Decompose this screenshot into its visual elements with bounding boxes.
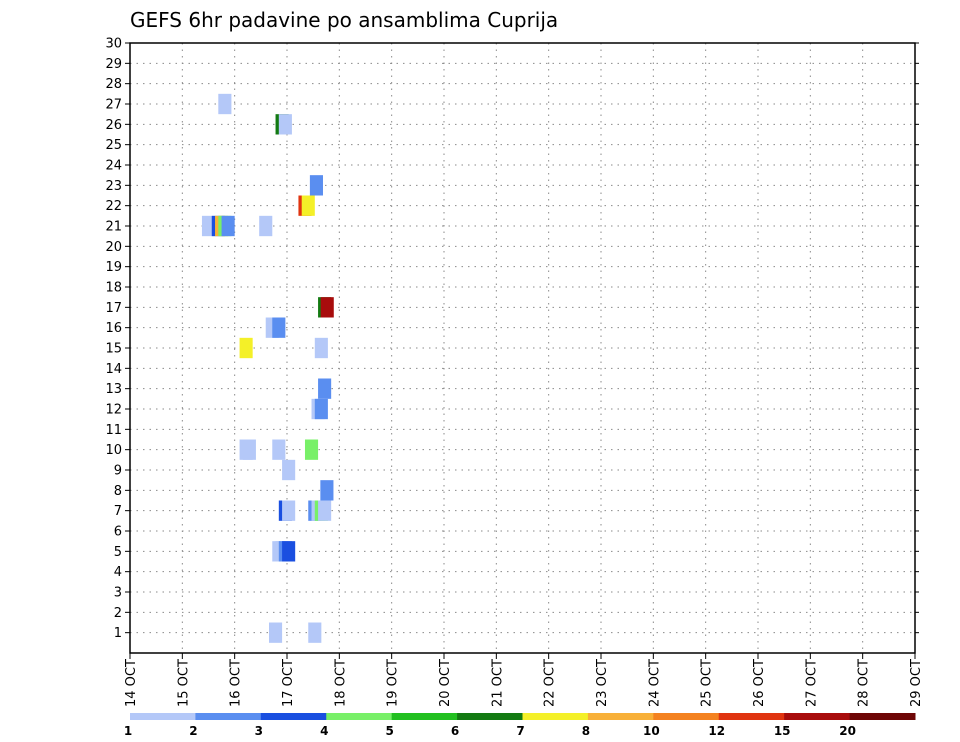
y-tick-label: 3 <box>114 586 122 601</box>
x-tick-label: 24 OCT <box>647 659 662 707</box>
y-tick-label: 22 <box>105 199 122 214</box>
precip-cell <box>272 439 286 460</box>
y-tick-label: 16 <box>105 321 122 336</box>
precip-cell <box>282 500 296 521</box>
x-tick-label: 18 OCT <box>333 659 348 707</box>
color-bar-label: 8 <box>582 724 590 738</box>
precip-cell <box>282 459 296 481</box>
chart-title: GEFS 6hr padavine po ansamblima Cuprija <box>130 8 558 32</box>
color-bar-segment <box>522 713 589 720</box>
precip-cell <box>221 215 235 237</box>
x-tick-label: 21 OCT <box>490 659 505 707</box>
y-tick-label: 28 <box>105 77 122 92</box>
x-tick-label: 14 OCT <box>124 659 139 707</box>
precip-cell <box>314 337 328 359</box>
color-bar-segment <box>849 713 916 720</box>
color-bar-label: 6 <box>451 724 459 738</box>
precip-cell <box>320 480 334 501</box>
color-bar-label: 3 <box>255 724 263 738</box>
color-bar-label: 1 <box>124 724 132 738</box>
precip-cell <box>318 378 332 399</box>
y-tick-label: 13 <box>105 382 122 397</box>
x-tick-label: 22 OCT <box>543 659 558 707</box>
y-tick-label: 6 <box>114 525 122 540</box>
precip-cell <box>304 439 319 460</box>
y-tick-label: 17 <box>105 301 122 316</box>
precip-cell <box>318 500 332 521</box>
y-tick-label: 14 <box>105 362 122 377</box>
y-tick-label: 9 <box>114 464 122 479</box>
x-tick-label: 27 OCT <box>804 659 819 707</box>
y-tick-label: 2 <box>114 606 122 621</box>
color-bar-segment <box>718 713 785 720</box>
precip-cell <box>314 398 328 420</box>
color-bar-segment <box>457 713 523 720</box>
x-tick-label: 28 OCT <box>857 659 872 707</box>
y-tick-label: 10 <box>105 443 122 458</box>
y-tick-label: 27 <box>105 98 122 113</box>
x-tick-label: 26 OCT <box>752 659 767 707</box>
color-bar-label: 2 <box>189 724 197 738</box>
y-tick-label: 1 <box>114 626 122 641</box>
precip-cell <box>278 114 292 135</box>
precip-cell <box>269 622 283 643</box>
precip-cell <box>282 541 296 562</box>
y-tick-label: 15 <box>105 342 122 357</box>
color-bar-legend: 1 2 3 4 5 6 7 8 10 12 15 20 <box>124 713 916 738</box>
y-tick-label: 26 <box>105 118 122 133</box>
y-tick-label: 4 <box>114 565 122 580</box>
y-tick-label: 12 <box>105 403 122 418</box>
x-tick-label: 17 OCT <box>281 659 296 707</box>
precipitation-cells <box>201 93 334 643</box>
color-bar-segment <box>130 713 196 720</box>
precip-cell <box>242 439 256 460</box>
precip-cell <box>239 337 253 359</box>
y-tick-label: 21 <box>105 220 122 235</box>
y-tick-label: 11 <box>105 423 122 438</box>
x-tick-label: 23 OCT <box>595 659 610 707</box>
grid-lines <box>130 43 915 653</box>
color-bar-segment <box>653 713 720 720</box>
color-bar-segment <box>784 713 851 720</box>
color-bar-label: 5 <box>385 724 393 738</box>
y-tick-label: 30 <box>105 37 122 52</box>
y-tick-label: 29 <box>105 57 122 72</box>
precip-cell <box>320 297 334 318</box>
y-tick-label: 18 <box>105 281 122 296</box>
precip-cell <box>272 317 286 338</box>
y-tick-label: 7 <box>114 504 122 519</box>
y-tick-label: 25 <box>105 138 122 153</box>
color-bar-segment <box>260 713 327 720</box>
y-tick-label: 20 <box>105 240 122 255</box>
color-bar-label: 12 <box>708 724 725 738</box>
precip-cell <box>259 215 273 237</box>
x-tick-label: 25 OCT <box>700 659 715 707</box>
x-tick-label: 29 OCT <box>909 659 924 707</box>
color-bar-label: 10 <box>643 724 660 738</box>
x-tick-label: 16 OCT <box>229 659 244 707</box>
y-tick-label: 5 <box>114 545 122 560</box>
color-bar-segment <box>391 713 458 720</box>
precip-cell <box>218 93 232 115</box>
color-bar-label: 7 <box>516 724 524 738</box>
color-bar-label: 20 <box>839 724 856 738</box>
color-bar-label: 15 <box>774 724 791 738</box>
x-tick-label: 19 OCT <box>386 659 401 707</box>
precip-cell <box>301 195 315 216</box>
color-bar-segment <box>326 713 393 720</box>
x-tick-label: 20 OCT <box>438 659 453 707</box>
x-axis-ticks: 14 OCT 15 OCT 16 OCT 17 OCT 18 OCT 19 OCT 20 O… <box>124 653 924 707</box>
precip-cell <box>309 175 323 196</box>
y-tick-label: 23 <box>105 179 122 194</box>
color-bar-label: 4 <box>320 724 328 738</box>
y-tick-label: 8 <box>114 484 122 499</box>
precip-cell <box>308 622 322 643</box>
y-tick-label: 24 <box>105 159 122 174</box>
y-tick-label: 19 <box>105 260 122 275</box>
y-axis-ticks: 1234567891011121314151617181920212223242… <box>105 37 919 641</box>
x-tick-label: 15 OCT <box>176 659 191 707</box>
color-bar-segment <box>195 713 262 720</box>
color-bar-segment <box>587 713 654 720</box>
